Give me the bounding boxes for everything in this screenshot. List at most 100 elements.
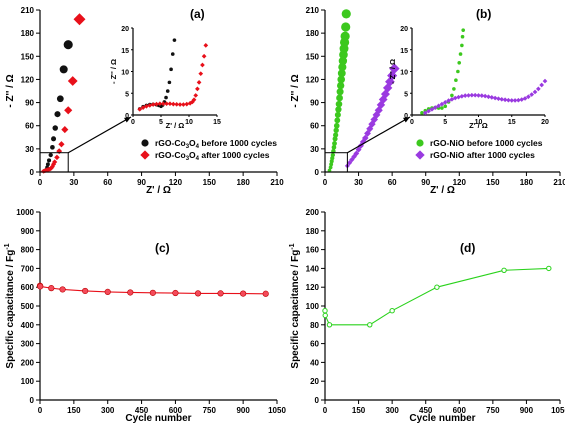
inset-data-point	[420, 111, 424, 115]
x-tick-label: 90	[137, 178, 146, 187]
data-point	[357, 142, 364, 149]
y-tick-label: 300	[21, 340, 35, 349]
y-tick-label: 150	[306, 52, 320, 61]
panel-label: (d)	[460, 241, 475, 255]
panel-label: (b)	[476, 7, 491, 21]
inset-data-point	[422, 110, 428, 116]
inset-data-point	[195, 86, 200, 92]
legend-label-part: 4	[196, 156, 200, 162]
y-tick-label: 90	[25, 99, 34, 108]
inset-data-point	[506, 97, 511, 103]
inset-data-point	[479, 93, 485, 98]
data-point	[378, 95, 388, 104]
legend-label-part: rGO-NiO before 1000 cycles	[430, 138, 543, 148]
x-tick-label: 180	[236, 178, 250, 187]
inset-data-point	[536, 86, 541, 92]
y-tick-label: 200	[306, 208, 320, 217]
data-point	[262, 290, 269, 297]
y-axis-title-text: - Z'' / Ω	[109, 59, 118, 84]
data-point	[331, 144, 337, 150]
inset-data-point	[181, 102, 186, 107]
x-axis-title: Z' / Ω	[146, 185, 171, 196]
data-point	[332, 136, 338, 142]
data-point	[327, 168, 332, 173]
data-point	[335, 106, 342, 113]
inset-data-point	[476, 93, 481, 98]
data-point	[347, 160, 353, 166]
x-tick-label: 750	[203, 406, 217, 415]
y-tick-label: 15	[400, 48, 408, 55]
data-point	[64, 106, 73, 115]
inset-data-point	[164, 101, 169, 107]
y-tick-label: 30	[25, 145, 34, 154]
series-1	[41, 13, 86, 174]
data-point	[322, 312, 328, 319]
inset-data-point	[170, 101, 176, 107]
series-1	[344, 63, 400, 169]
panel-label: (a)	[190, 7, 205, 21]
y-tick-label: 10	[400, 70, 408, 77]
x-tick-label: 0	[323, 178, 328, 187]
y-axis-title-text: - Z'' / Ω	[388, 59, 397, 84]
data-point	[54, 154, 60, 161]
data-point	[389, 63, 400, 74]
x-axis-title: Z' / Ω	[166, 121, 185, 130]
y-tick-label: 15	[121, 48, 129, 55]
inset-data-point	[462, 93, 468, 98]
y-tick-label: 40	[310, 358, 319, 367]
zoom-arrow	[347, 116, 411, 154]
inset-series-0	[420, 28, 466, 115]
x-axis-title: Cycle number	[409, 413, 475, 424]
data-point	[45, 162, 50, 167]
data-point	[366, 125, 374, 133]
y-tick-label: 90	[310, 99, 319, 108]
data-point	[355, 146, 362, 153]
inset-series-1	[422, 78, 548, 116]
x-tick-label: 5	[159, 119, 163, 126]
legend-label-part: O	[189, 138, 196, 148]
inset-data-point	[196, 80, 202, 85]
data-point	[54, 111, 61, 118]
data-point	[50, 144, 55, 150]
data-point	[337, 81, 345, 90]
y-tick-label: 150	[21, 52, 35, 61]
legend-label-part: 3	[186, 144, 190, 150]
y-axis-title-sup: -1	[4, 243, 11, 249]
legend: rGO-NiO before 1000 cycles rGO-NiO after …	[415, 138, 543, 160]
data-point	[149, 289, 156, 296]
x-tick-label: 10	[475, 119, 483, 126]
panel-c: 0 150 300 450 600 750 900 1050 0 100 200 300 400 500 6…	[16, 208, 286, 415]
inset-data-point	[456, 69, 460, 74]
panel-undefined: 0 5 10 15 20 0 5 10 15 20	[400, 26, 549, 126]
inset-data-point	[459, 93, 465, 99]
y-axis-title: Specific capacitance / Fg-1	[289, 243, 301, 368]
x-tick-label: 210	[270, 178, 284, 187]
inset-data-point	[542, 78, 548, 84]
y-tick-label: 0	[30, 168, 35, 177]
y-tick-label: 5	[125, 91, 129, 98]
data-point	[336, 88, 344, 96]
y-tick-label: 10	[121, 70, 129, 77]
data-point	[67, 76, 78, 86]
data-point	[340, 31, 350, 41]
data-point	[368, 120, 376, 128]
data-point	[52, 125, 58, 131]
y-axis-title-sup: -1	[289, 243, 296, 249]
zoom-box	[324, 152, 348, 173]
data-point	[59, 286, 66, 293]
data-point	[341, 9, 351, 19]
x-tick-label: 15	[508, 119, 516, 126]
inset-data-point	[516, 97, 521, 103]
y-axis-title: - Z'' / Ω	[109, 59, 118, 84]
inset-data-point	[198, 71, 204, 77]
legend-marker	[140, 150, 150, 160]
x-tick-label: 450	[135, 406, 149, 415]
panel-d: 0 150 300 450 600 750 900 1050 0 20 40 60 80 100 120 14…	[306, 208, 565, 415]
inset-data-point	[460, 34, 465, 39]
data-point	[104, 288, 111, 296]
y-tick-label: 20	[121, 26, 129, 33]
series-0	[36, 282, 269, 297]
data-point	[353, 150, 360, 157]
y-tick-label: 0	[315, 168, 320, 177]
x-axis-title: Cycle number	[125, 413, 191, 424]
